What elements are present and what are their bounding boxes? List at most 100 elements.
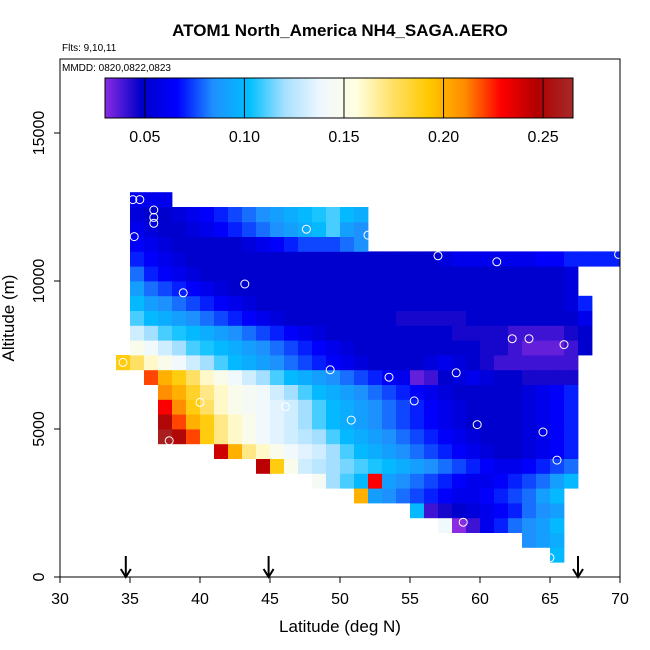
heatmap-cell xyxy=(200,207,215,223)
heatmap-cell xyxy=(550,458,565,474)
heatmap-cell xyxy=(396,281,411,297)
heatmap-cell xyxy=(354,473,369,489)
heatmap-cell xyxy=(256,384,271,400)
heatmap-cell xyxy=(410,458,425,474)
heatmap-cell xyxy=(578,295,593,311)
heatmap-cell xyxy=(354,266,369,282)
heatmap-cell xyxy=(186,266,201,282)
heatmap-cell xyxy=(396,488,411,504)
heatmap-cell xyxy=(228,429,243,445)
heatmap-cell xyxy=(144,236,159,252)
heatmap-cell xyxy=(466,517,481,533)
heatmap-cell xyxy=(494,295,509,311)
heatmap-cell xyxy=(298,281,313,297)
heatmap-cell xyxy=(284,221,299,237)
heatmap-cell xyxy=(368,399,383,415)
heatmap-cell xyxy=(312,355,327,371)
heatmap-cell xyxy=(438,399,453,415)
heatmap-cell xyxy=(438,414,453,430)
heatmap-cell xyxy=(228,325,243,341)
heatmap-cell xyxy=(466,399,481,415)
heatmap-cell xyxy=(326,236,341,252)
heatmap-cell xyxy=(130,251,145,267)
heatmap-cell xyxy=(410,414,425,430)
heatmap-cell xyxy=(270,414,285,430)
heatmap-cell xyxy=(522,266,537,282)
heatmap-cell xyxy=(284,399,299,415)
heatmap-cell xyxy=(452,429,467,445)
heatmap-cell xyxy=(396,266,411,282)
heatmap-cell xyxy=(228,266,243,282)
heatmap-cell xyxy=(368,473,383,489)
heatmap-cell xyxy=(410,488,425,504)
heatmap-cell xyxy=(200,251,215,267)
heatmap-cell xyxy=(214,281,229,297)
heatmap-cell xyxy=(480,517,495,533)
x-tick-label: 60 xyxy=(471,591,489,608)
sample-points xyxy=(118,195,624,563)
heatmap-cell xyxy=(326,325,341,341)
heatmap-cell xyxy=(326,429,341,445)
heatmap-cell xyxy=(550,310,565,326)
heatmap-cell xyxy=(172,251,187,267)
heatmap-cell xyxy=(326,310,341,326)
heatmap-cell xyxy=(340,355,355,371)
heatmap-cell xyxy=(326,473,341,489)
heatmap-cell xyxy=(340,325,355,341)
heatmap-cell xyxy=(452,340,467,356)
heatmap-cell xyxy=(424,399,439,415)
heatmap-cell xyxy=(186,384,201,400)
chart-title: ATOM1 North_America NH4_SAGA.AERO xyxy=(172,21,508,40)
heatmap-cell xyxy=(186,281,201,297)
heatmap-cell xyxy=(228,443,243,459)
heatmap-cell xyxy=(312,443,327,459)
heatmap-cell xyxy=(368,384,383,400)
heatmap-cell xyxy=(438,310,453,326)
heatmap-cell xyxy=(228,399,243,415)
heatmap-cell xyxy=(536,295,551,311)
heatmap-cell xyxy=(550,399,565,415)
sample-point-marker xyxy=(149,205,159,215)
heatmap-cell xyxy=(312,251,327,267)
heatmap-cell xyxy=(340,281,355,297)
heatmap-cell xyxy=(312,325,327,341)
heatmap-cell xyxy=(340,473,355,489)
heatmap-cell xyxy=(144,355,159,371)
heatmap-cell xyxy=(424,473,439,489)
heatmap-cell xyxy=(452,266,467,282)
heatmap-cell xyxy=(564,458,579,474)
heatmap-cell xyxy=(480,295,495,311)
heatmap-cell xyxy=(186,340,201,356)
heatmap-cell xyxy=(326,414,341,430)
heatmap-cell xyxy=(424,266,439,282)
heatmap-cell xyxy=(578,310,593,326)
heatmap-cell xyxy=(256,414,271,430)
heatmap-cell xyxy=(242,384,257,400)
heatmap-cell xyxy=(452,325,467,341)
heatmap-cell xyxy=(144,325,159,341)
heatmap-cell xyxy=(452,355,467,371)
heatmap-cell xyxy=(312,295,327,311)
x-tick-label: 30 xyxy=(51,591,69,608)
heatmap-cell xyxy=(158,310,173,326)
heatmap-cell xyxy=(186,414,201,430)
heatmap-cell xyxy=(270,399,285,415)
heatmap-cell xyxy=(340,310,355,326)
heatmap-cell xyxy=(536,399,551,415)
heatmap-cell xyxy=(410,443,425,459)
heatmap-cell xyxy=(480,355,495,371)
heatmap-cell xyxy=(284,384,299,400)
heatmap-cell xyxy=(242,340,257,356)
heatmap-cell xyxy=(158,355,173,371)
colorbar-tick-label: 0.25 xyxy=(528,129,559,146)
heatmap-cell xyxy=(438,266,453,282)
heatmap-cell xyxy=(158,399,173,415)
heatmap-cell xyxy=(550,251,565,267)
heatmap-cell xyxy=(564,281,579,297)
x-tick-label: 70 xyxy=(611,591,629,608)
x-tick-label: 65 xyxy=(541,591,559,608)
heatmap-cell xyxy=(466,473,481,489)
heatmap-cell xyxy=(326,266,341,282)
heatmap-cell xyxy=(396,355,411,371)
heatmap-cell xyxy=(438,325,453,341)
